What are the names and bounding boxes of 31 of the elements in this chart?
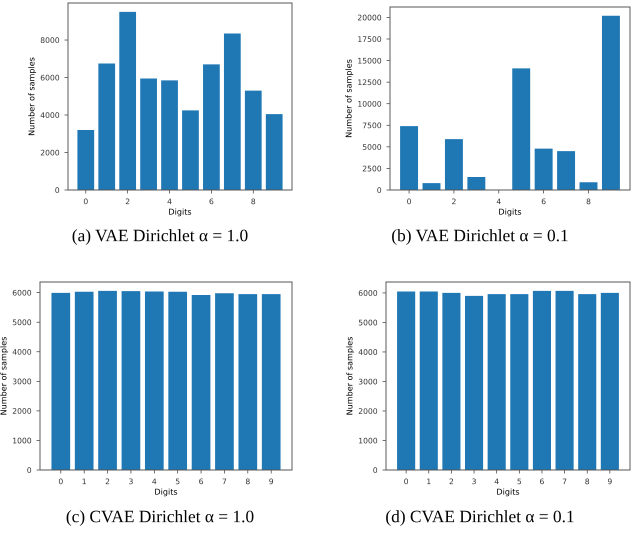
text: (a) VAE Dirichlet α = 1.0: [72, 229, 248, 245]
bar: [400, 126, 418, 190]
bar: [182, 110, 199, 190]
bar: [534, 148, 553, 190]
x-axis-title: Digits: [499, 208, 522, 216]
bar: [557, 151, 576, 190]
text: (c) CVAE Dirichlet α = 1.0: [66, 510, 254, 526]
bar: [422, 183, 440, 190]
bar: [467, 177, 486, 190]
bar: [203, 64, 220, 190]
bar: [140, 78, 157, 190]
bar: [119, 12, 136, 190]
y-axis-title: Number of samples: [28, 58, 36, 136]
bar: [602, 16, 620, 190]
bar: [580, 182, 598, 190]
x-axis-title: Digits: [169, 208, 192, 216]
text: (b) VAE Dirichlet α = 0.1: [392, 229, 568, 245]
x-axis-title: Digits: [155, 488, 178, 496]
bar: [161, 80, 178, 190]
y-axis-title: Number of samples: [346, 337, 354, 415]
y-axis-title: Number of samples: [0, 337, 8, 415]
bar: [512, 68, 530, 190]
bar: [77, 130, 94, 190]
bar: [224, 33, 241, 190]
bar: [98, 63, 116, 190]
bar: [266, 114, 283, 190]
bar: [244, 90, 262, 190]
x-axis-title: Digits: [497, 488, 520, 496]
y-axis-title: Number of samples: [345, 60, 354, 138]
text: (d) CVAE Dirichlet α = 0.1: [386, 510, 574, 526]
bar: [444, 139, 463, 190]
